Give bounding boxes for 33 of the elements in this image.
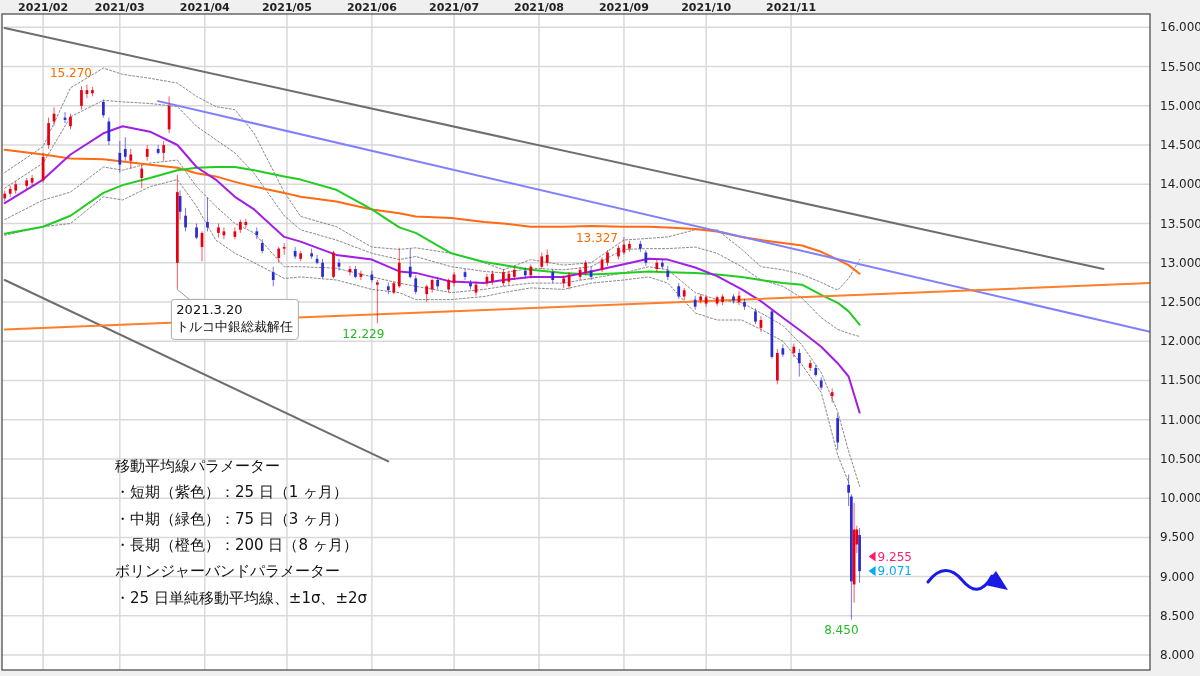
annotation: 8.450 (824, 622, 859, 637)
x-tick-label: 2021/08 (514, 1, 564, 14)
annotation: ボリンジャーバンドパラメーター (115, 562, 340, 581)
candlestick (30, 174, 34, 187)
line-series (3, 148, 861, 275)
x-tick-label: 2021/06 (346, 1, 398, 14)
annotation: 9.255 (877, 549, 912, 564)
x-tick-label: 2021/10 (681, 1, 732, 14)
line-series (4, 99, 861, 337)
x-tick-label: 2021/09 (598, 1, 649, 14)
annotation: 12.229 (342, 327, 385, 342)
y-tick-label: 8.000 (1160, 648, 1195, 663)
x-tick-label: 2021/05 (261, 1, 312, 14)
annotation: 15.270 (49, 65, 92, 80)
y-tick-label: 9.500 (1160, 530, 1195, 545)
x-tick-label: 2021/02 (18, 1, 69, 14)
annotation: ・25 日単純移動平均線、±1σ、±2σ (115, 588, 368, 607)
annotation: 13.327 (575, 231, 618, 246)
y-tick-label: 9.000 (1160, 569, 1195, 584)
annotation: ・短期（紫色）：25 日（1 ヶ月） (115, 483, 349, 502)
x-tick-label: 2021/04 (179, 1, 231, 14)
annotation: 2021.3.20 トルコ中銀総裁解任 (176, 302, 294, 335)
line-series (4, 67, 861, 291)
candlestick (781, 343, 785, 358)
annotation: ・長期（橙色）：200 日（8 ヶ月） (115, 535, 358, 554)
x-tick-label: 2021/03 (94, 1, 145, 14)
x-tick-label: 2021/07 (429, 1, 480, 14)
y-tick-label: 8.500 (1160, 608, 1195, 623)
annotation: ・中期（緑色）：75 日（3 ヶ月） (115, 509, 349, 528)
annotation: 移動平均線パラメーター (115, 457, 280, 475)
line-series (3, 125, 861, 414)
annotation: 9.071 (877, 564, 912, 579)
x-tick-label: 2021/11 (766, 1, 817, 14)
